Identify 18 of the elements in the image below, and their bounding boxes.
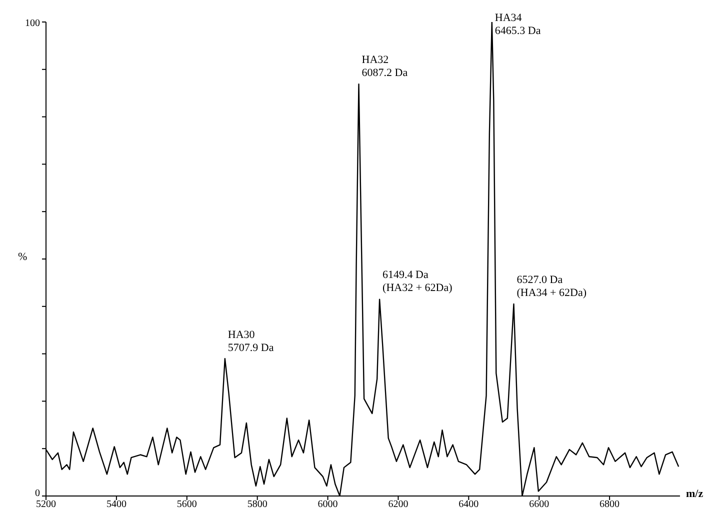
y-tick-label: 0 [35,488,40,499]
annotation: 6527.0 Da (HA34 + 62Da) [516,274,586,300]
x-axis-title: m/z [686,488,704,500]
x-tick-label: 6800 [600,499,620,510]
x-tick-label: 5200 [36,499,56,510]
annotation: HA34 6465.3 Da [494,12,541,38]
x-tick-label: 6200 [388,499,408,510]
x-tick-label: 6400 [458,499,479,510]
annotation: HA30 5707.9 Da [228,328,274,355]
annotation: 6149.4 Da (HA32 + 62Da) [382,269,452,296]
annotation: HA32 6087.2 Da [362,54,408,80]
x-tick-label: 5800 [247,499,268,510]
x-tick-label: 5600 [176,499,197,510]
y-tick-label: 100 [25,18,40,29]
x-tick-label: 6000 [318,499,338,510]
x-tick-label: 5400 [106,499,126,510]
y-axis-title: % [18,251,28,263]
x-tick-label: 6600 [529,499,550,510]
